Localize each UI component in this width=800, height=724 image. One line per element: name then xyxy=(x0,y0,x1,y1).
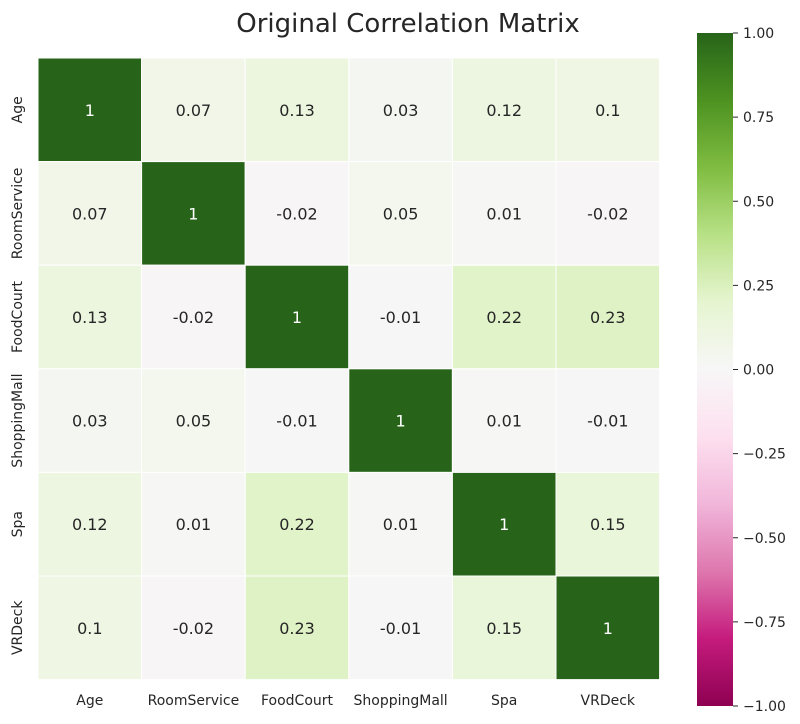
chart-title: Original Correlation Matrix xyxy=(236,9,580,39)
heatmap-cell-value: -0.01 xyxy=(380,619,421,638)
heatmap-cell-value: 0.22 xyxy=(486,308,522,327)
heatmap-cell xyxy=(451,575,557,681)
heatmap-cell-value: 0.01 xyxy=(176,515,212,534)
x-tick-label: VRDeck xyxy=(581,693,636,709)
colorbar xyxy=(697,33,733,706)
heatmap-cell xyxy=(244,57,350,163)
colorbar-tick-label: −0.25 xyxy=(743,447,786,463)
heatmap-cell-value: 1 xyxy=(188,204,198,223)
x-tick-label: FoodCourt xyxy=(261,693,334,709)
x-tick-label: RoomService xyxy=(148,693,240,709)
heatmap-cell-value: 0.13 xyxy=(279,101,315,120)
heatmap-cell xyxy=(348,368,453,473)
heatmap-cell xyxy=(37,575,143,681)
heatmap-cell-value: -0.02 xyxy=(276,204,317,223)
colorbar-tick-label: 0.75 xyxy=(743,110,774,126)
heatmap-cell xyxy=(348,57,453,163)
heatmap-cell-value: 0.12 xyxy=(486,101,522,120)
x-tick-label: Age xyxy=(76,693,103,709)
heatmap-cell-value: 1 xyxy=(499,515,509,534)
heatmap-cell-value: -0.02 xyxy=(587,204,628,223)
heatmap-cell xyxy=(348,161,453,266)
heatmap-cell-value: 0.15 xyxy=(486,619,522,638)
heatmap-cell-value: 0.05 xyxy=(383,204,419,223)
heatmap-cell-value: 0.01 xyxy=(383,515,419,534)
heatmap-cell-value: 0.12 xyxy=(72,515,108,534)
heatmap-cell-value: 0.15 xyxy=(590,515,626,534)
y-tick-label: FoodCourt xyxy=(10,280,26,353)
heatmap-cell xyxy=(555,368,661,473)
heatmap-cell xyxy=(555,57,661,163)
heatmap-cell-labels: 1 0.07 0.13 0.03 0.12 0.1 0.07 1 -0.02 0.05 0.01 -0… xyxy=(72,101,629,638)
heatmap-cell xyxy=(37,57,143,163)
heatmap-cell-value: 1 xyxy=(603,619,613,638)
heatmap-cell-value: 0.03 xyxy=(72,412,108,431)
y-tick-label: VRDeck xyxy=(10,600,26,655)
heatmap-cell xyxy=(37,264,143,370)
heatmap-cell-value: 0.1 xyxy=(595,101,620,120)
heatmap-cell xyxy=(141,264,246,370)
colorbar-tick-label: −0.75 xyxy=(743,615,786,631)
heatmap-cell-value: -0.02 xyxy=(173,619,214,638)
heatmap-cell xyxy=(244,264,350,370)
heatmap-cell xyxy=(244,368,350,473)
heatmap-cell xyxy=(37,368,143,473)
heatmap-cell-value: 0.13 xyxy=(72,308,108,327)
heatmap-cell xyxy=(244,471,350,577)
heatmap-cell xyxy=(141,161,246,266)
heatmap-cell-value: -0.01 xyxy=(587,412,628,431)
heatmap-cell-value: -0.01 xyxy=(276,412,317,431)
colorbar-tick-label: 0.25 xyxy=(743,278,774,294)
heatmap-cell xyxy=(555,471,661,577)
heatmap-cell xyxy=(451,368,557,473)
y-tick-label: ShoppingMall xyxy=(10,374,26,468)
y-tick-label: Spa xyxy=(10,511,26,537)
heatmap-cells xyxy=(37,57,661,681)
heatmap-cell-value: 1 xyxy=(396,412,406,431)
heatmap-cell-value: 0.01 xyxy=(486,204,522,223)
heatmap-cell xyxy=(37,471,143,577)
heatmap-cell-value: 0.23 xyxy=(279,619,315,638)
heatmap-cell xyxy=(555,161,661,266)
heatmap-cell xyxy=(451,57,557,163)
heatmap-cell xyxy=(348,471,453,577)
heatmap-cell xyxy=(451,471,557,577)
heatmap-cell-value: -0.01 xyxy=(380,308,421,327)
colorbar-tick-label: 0.50 xyxy=(743,194,774,210)
y-tick-label: Age xyxy=(10,96,26,123)
x-tick-label: ShoppingMall xyxy=(354,693,448,709)
heatmap-cell-value: 1 xyxy=(292,308,302,327)
heatmap-cell-value: 1 xyxy=(85,101,95,120)
heatmap-cell xyxy=(451,264,557,370)
heatmap-cell xyxy=(348,264,453,370)
heatmap-cell xyxy=(141,368,246,473)
colorbar-tick-label: 1.00 xyxy=(743,26,774,42)
colorbar-tick-label: 0.00 xyxy=(743,363,774,379)
heatmap-cell-value: 0.1 xyxy=(77,619,102,638)
heatmap-cell-value: 0.03 xyxy=(383,101,419,120)
heatmap-cell xyxy=(555,575,661,681)
y-tick-label: RoomService xyxy=(10,168,26,260)
colorbar-tick-labels: 1.00 0.75 0.50 0.25 0.00 −0.25 −0.50 −0.75 −1.00 xyxy=(733,26,786,715)
heatmap-cell-value: -0.02 xyxy=(173,308,214,327)
heatmap-cell-value: 0.22 xyxy=(279,515,315,534)
colorbar-tick-label: −0.50 xyxy=(743,531,786,547)
x-axis-tick-labels: Age RoomService FoodCourt ShoppingMall Spa VR… xyxy=(76,693,636,709)
heatmap-cell-value: 0.07 xyxy=(72,204,108,223)
heatmap-cell-value: 0.07 xyxy=(176,101,212,120)
x-tick-label: Spa xyxy=(491,693,517,709)
heatmap-cell-value: 0.01 xyxy=(486,412,522,431)
heatmap-cell xyxy=(348,575,453,681)
heatmap-cell xyxy=(555,264,661,370)
heatmap-cell-value: 0.23 xyxy=(590,308,626,327)
y-axis-tick-labels: Age RoomService FoodCourt ShoppingMall Spa VR… xyxy=(10,96,26,655)
heatmap-cell-value: 0.05 xyxy=(176,412,212,431)
colorbar-tick-label: −1.00 xyxy=(743,699,786,715)
heatmap-cell xyxy=(141,57,246,163)
